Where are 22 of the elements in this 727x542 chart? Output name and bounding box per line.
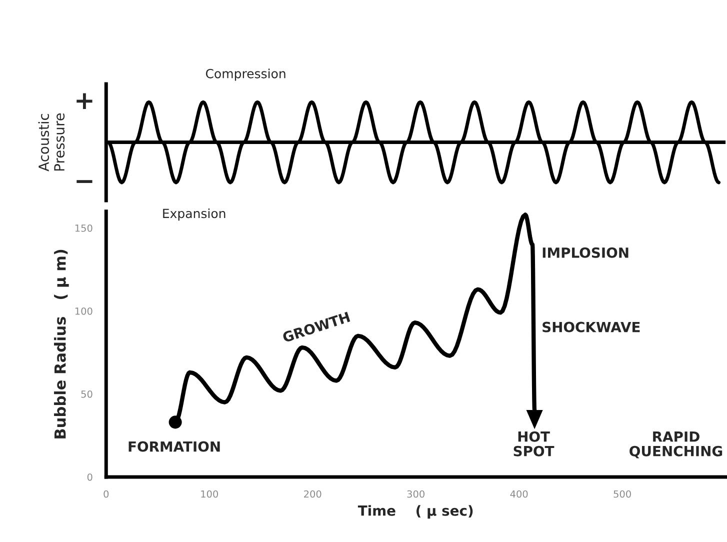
annotation: HOT SPOT	[514, 431, 554, 456]
y-axis-title: Acoustic Pressure	[38, 113, 65, 172]
y-axis-title: Bubble Radius ( µ m)	[54, 250, 69, 438]
annotation: FORMATION	[128, 441, 220, 452]
x-axis-title: Time ( µ sec)	[358, 505, 473, 519]
x-tick-label: 400	[510, 490, 528, 498]
x-tick-label: 500	[614, 490, 631, 498]
y-tick-label: 150	[75, 224, 92, 232]
annotation: SHOCKWAVE	[542, 322, 640, 332]
x-tick-label: 0	[104, 490, 109, 498]
annotation: Expansion	[163, 208, 226, 221]
x-tick-label: 100	[201, 490, 218, 498]
annotation: IMPLOSION	[542, 247, 628, 258]
y-tick-label: 100	[75, 307, 92, 315]
text: −	[76, 180, 92, 183]
y-tick-label: 50	[81, 390, 92, 398]
x-tick-label: 300	[407, 490, 424, 498]
text: +	[76, 93, 92, 109]
y-tick-label: 0	[87, 473, 92, 481]
annotation: RAPID QUENCHING	[630, 432, 722, 458]
text: Compression	[206, 68, 286, 81]
x-tick-label: 200	[304, 490, 322, 498]
